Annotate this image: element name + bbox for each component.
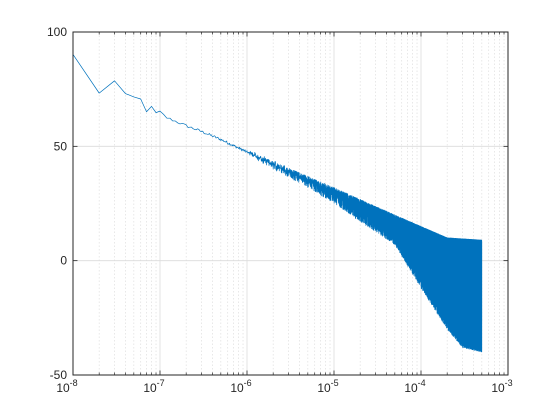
tick-marks <box>72 31 509 376</box>
x-tick-label: 10-8 <box>56 378 77 395</box>
axes-box <box>72 31 509 376</box>
plot-area <box>73 32 508 375</box>
y-tick-label: 50 <box>54 139 68 153</box>
y-tick-label: 0 <box>60 254 67 268</box>
x-tick-label: 10-3 <box>491 378 512 395</box>
minor-grid <box>98 32 505 375</box>
series-layer <box>72 54 483 353</box>
y-tick-labels: 100 50 0 -50 <box>47 25 67 382</box>
x-tick-labels: 10-8 10-7 10-6 10-5 10-4 10-3 <box>56 378 512 395</box>
x-tick-label: 10-6 <box>230 378 251 395</box>
x-tick-label: 10-5 <box>317 378 338 395</box>
series-line-0 <box>72 54 483 353</box>
x-tick-label: 10-4 <box>404 378 425 395</box>
y-tick-label: -50 <box>50 368 68 382</box>
x-tick-label: 10-7 <box>143 378 164 395</box>
y-tick-label: 100 <box>47 25 67 39</box>
